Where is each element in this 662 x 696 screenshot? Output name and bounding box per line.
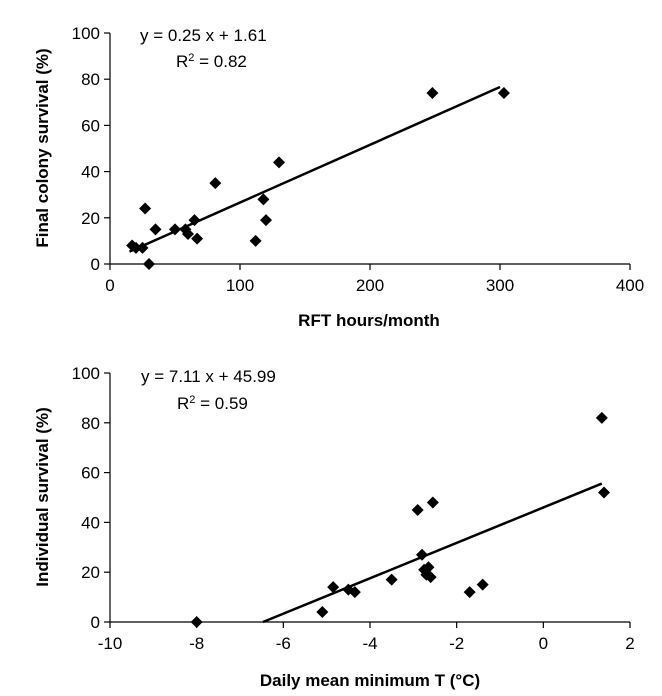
x-tick-label: -2: [449, 634, 464, 653]
data-point: [136, 241, 149, 254]
equation-label: y = 7.11 x + 45.99: [141, 367, 276, 386]
data-point: [257, 193, 270, 206]
y-tick-label: 60: [81, 464, 100, 483]
data-point: [190, 616, 203, 628]
x-tick-label: 100: [226, 276, 254, 295]
trendline: [262, 482, 603, 624]
y-tick-label: 100: [72, 364, 100, 383]
y-axis-title: Final colony survival (%): [33, 48, 52, 247]
x-tick-label: 200: [356, 276, 384, 295]
data-point: [182, 227, 194, 240]
chart-bottom: 0 20 40 60 80 100 -10 -8 -6 -4 -2 0 2 y = 7.11 x + …: [33, 364, 635, 690]
y-tick-label: 80: [81, 70, 100, 89]
y-tick-label: 20: [81, 209, 100, 228]
data-point: [191, 232, 204, 245]
x-tick-label: 0: [105, 276, 114, 295]
trendline: [128, 85, 501, 253]
y-tick-label: 0: [91, 613, 100, 632]
y-tick-label: 80: [81, 414, 100, 433]
x-axis-title: Daily mean minimum T (°C): [260, 671, 480, 690]
x-tick-label: 0: [539, 634, 548, 653]
x-tick-label: -8: [189, 634, 204, 653]
y-ticks: 0 20 40 60 80 100: [72, 24, 110, 274]
data-points: [190, 411, 610, 628]
data-point: [169, 223, 181, 236]
data-point: [426, 496, 439, 509]
x-tick-label: -6: [276, 634, 291, 653]
data-point: [209, 177, 222, 190]
data-point: [327, 581, 340, 594]
y-tick-label: 40: [81, 163, 100, 182]
data-point: [130, 241, 142, 254]
data-point: [422, 561, 435, 574]
x-tick-label: -4: [362, 634, 377, 653]
data-point: [273, 156, 285, 169]
data-point: [424, 571, 437, 584]
chart-top: 0 20 40 60 80 100 0 100 200 300 400 y = 0.25 x + …: [33, 24, 644, 330]
y-tick-label: 20: [81, 563, 100, 582]
y-tick-label: 0: [91, 255, 100, 274]
data-point: [188, 214, 201, 227]
y-tick-label: 60: [81, 116, 100, 135]
y-tick-label: 100: [72, 24, 100, 43]
data-point: [416, 548, 428, 561]
data-point: [595, 411, 608, 424]
data-point: [149, 223, 162, 236]
x-ticks: -10 -8 -6 -4 -2 0 2: [98, 622, 635, 653]
x-tick-label: 400: [616, 276, 644, 295]
data-point: [316, 606, 329, 619]
data-point: [598, 486, 610, 499]
y-axis-title: Individual survival (%): [33, 407, 52, 587]
data-point: [411, 503, 424, 516]
data-point: [260, 214, 272, 227]
data-point: [476, 578, 489, 591]
x-tick-label: 300: [486, 276, 514, 295]
equation-label: y = 0.25 x + 1.61: [140, 26, 267, 45]
data-point: [143, 258, 155, 270]
x-tick-label: 2: [625, 634, 634, 653]
data-points: [126, 87, 510, 270]
data-point: [348, 586, 361, 599]
data-point: [497, 87, 510, 100]
x-axis-title: RFT hours/month: [298, 311, 440, 330]
x-tick-label: -10: [98, 634, 123, 653]
y-ticks: 0 20 40 60 80 100: [72, 364, 110, 632]
r-squared-label: R2 = 0.82: [176, 52, 247, 71]
y-tick-label: 40: [81, 513, 100, 532]
x-ticks: 0 100 200 300 400: [105, 264, 644, 295]
data-point: [463, 586, 476, 599]
data-point: [426, 87, 439, 100]
data-point: [249, 234, 262, 247]
data-point: [139, 202, 152, 215]
r-squared-label: R2 = 0.59: [177, 394, 248, 413]
data-point: [385, 573, 398, 586]
